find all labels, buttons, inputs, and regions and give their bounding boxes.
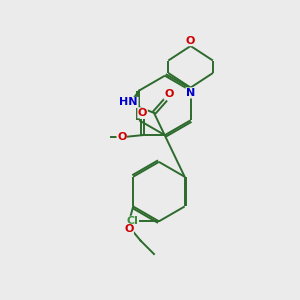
Text: O: O [186, 36, 195, 46]
Text: O: O [124, 224, 134, 234]
Text: N: N [186, 88, 195, 98]
Text: HN: HN [119, 98, 138, 107]
Text: O: O [164, 89, 173, 99]
Text: O: O [138, 108, 147, 118]
Text: O: O [117, 132, 127, 142]
Text: Cl: Cl [126, 216, 138, 226]
